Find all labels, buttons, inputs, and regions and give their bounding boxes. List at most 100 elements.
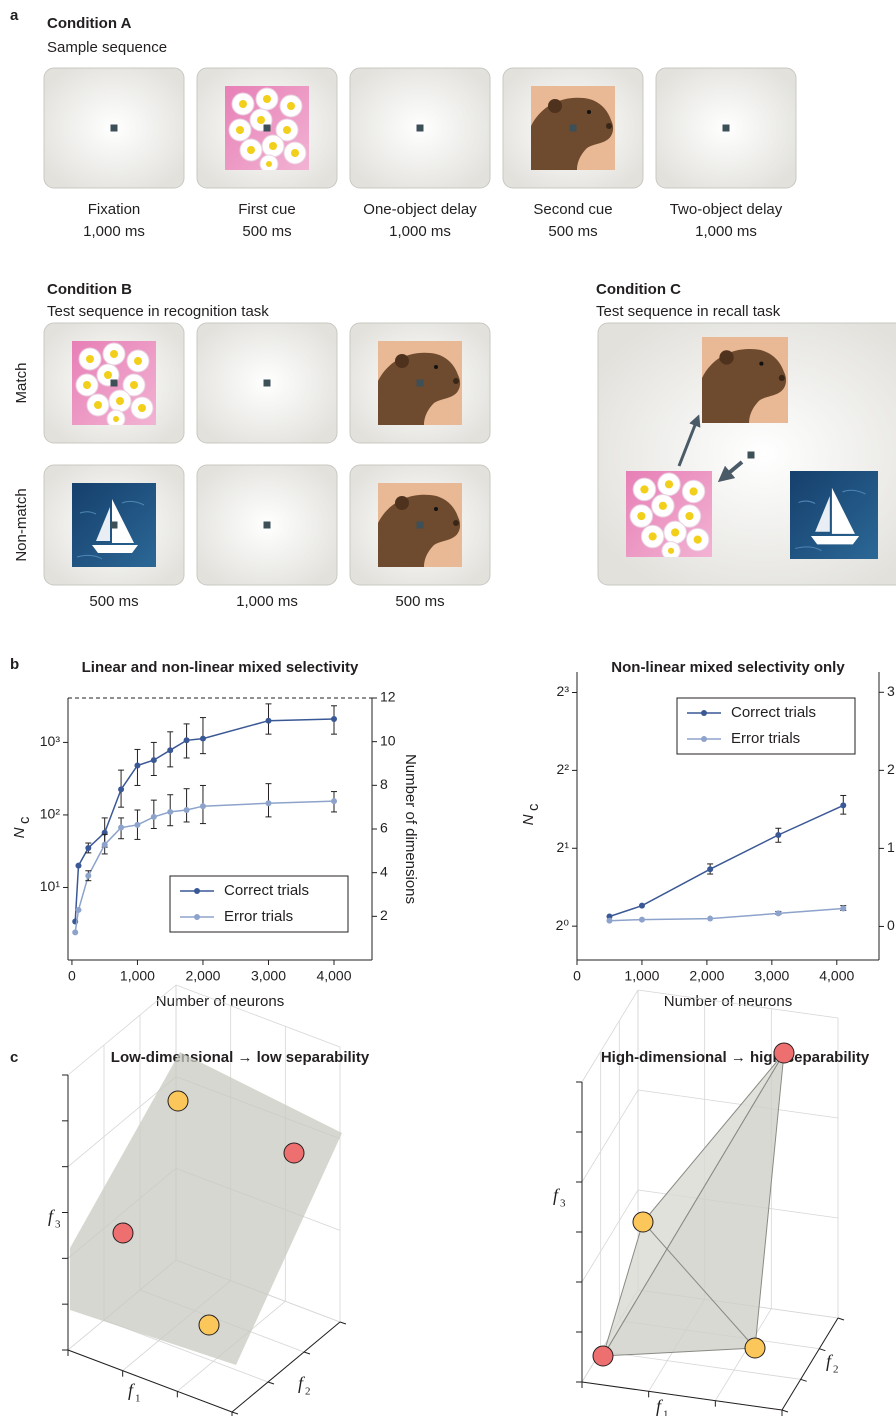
fixation-dot	[264, 380, 271, 387]
duration: 500 ms	[395, 593, 444, 610]
data-point	[168, 1091, 188, 1111]
axis-label-sub: 1	[135, 1393, 141, 1405]
data-point	[200, 803, 206, 809]
y-label-sub: c	[16, 816, 33, 824]
y-tick-label: 2⁰	[556, 917, 570, 933]
data-point	[75, 907, 81, 913]
x-tick-label: 4,000	[316, 968, 351, 984]
legend-marker	[701, 710, 707, 716]
row-label: Non-match	[13, 488, 30, 561]
legend-label: Correct trials	[224, 882, 309, 899]
axis-tick	[232, 1412, 238, 1414]
x-tick-label: 2,000	[689, 968, 724, 984]
legend-label: Error trials	[731, 730, 800, 747]
condition-title: Condition C	[596, 281, 681, 298]
screen-name: One-object delay	[363, 201, 477, 218]
image	[626, 471, 712, 560]
data-point	[840, 906, 846, 912]
data-point	[118, 825, 124, 831]
data-point	[265, 718, 271, 724]
fixation-dot	[723, 125, 730, 132]
data-point	[200, 736, 206, 742]
y2-tick-label: 3	[887, 683, 895, 699]
data-point	[72, 929, 78, 935]
data-point	[707, 916, 713, 922]
data-point	[265, 800, 271, 806]
data-point	[184, 807, 190, 813]
data-point	[199, 1315, 219, 1335]
y2-tick-label: 4	[380, 863, 388, 879]
data-point	[167, 809, 173, 815]
duration: 500 ms	[89, 593, 138, 610]
condition-subtitle: Sample sequence	[47, 39, 167, 56]
data-point	[151, 757, 157, 763]
data-point	[184, 737, 190, 743]
duration: 1,000 ms	[236, 593, 298, 610]
figure: a Condition A Sample sequence Fixation 1,000…	[0, 0, 896, 1416]
y-label-main: N	[11, 827, 28, 838]
data-point	[633, 1212, 653, 1232]
axis-label-sub: 3	[560, 1198, 566, 1210]
legend-label: Correct trials	[731, 704, 816, 721]
y-label-main: N	[520, 814, 537, 825]
data-point	[151, 814, 157, 820]
image	[702, 337, 788, 423]
y-tick-label: 10²	[40, 806, 61, 822]
series-line	[610, 805, 844, 916]
x-tick-label: 0	[573, 968, 581, 984]
axis-tick	[268, 1382, 274, 1384]
grid-line	[601, 1351, 801, 1379]
fixation-dot	[264, 125, 271, 132]
screen-name: Second cue	[533, 201, 612, 218]
axis-tick	[304, 1352, 310, 1354]
x-tick-label: 1,000	[624, 968, 659, 984]
condition-title: Condition B	[47, 281, 132, 298]
panel-label: c	[10, 1049, 18, 1066]
screen-duration: 1,000 ms	[83, 223, 145, 240]
axis-tick	[801, 1379, 807, 1381]
fixation-dot	[111, 522, 118, 529]
fixation-dot	[111, 380, 118, 387]
condition-subtitle: Test sequence in recognition task	[47, 303, 269, 320]
fixation-dot	[417, 522, 424, 529]
fixation-dot	[417, 125, 424, 132]
x-tick-label: 0	[68, 968, 76, 984]
axis-tick	[782, 1410, 788, 1412]
data-point	[85, 873, 91, 879]
data-point	[331, 716, 337, 722]
y-axis-label: Nc	[520, 803, 542, 825]
axis-tick	[819, 1349, 825, 1351]
data-point	[85, 845, 91, 851]
fixation-dot	[748, 452, 755, 459]
plot-title: Low-dimensional → low separability	[111, 1049, 370, 1066]
y-tick-label: 10³	[40, 733, 61, 749]
chart-title: Non-linear mixed selectivity only	[611, 659, 845, 676]
x-tick-label: 4,000	[819, 968, 854, 984]
y2-tick-label: 10	[380, 732, 396, 748]
data-point	[75, 863, 81, 869]
fixation-dot	[264, 522, 271, 529]
x-tick-label: 2,000	[185, 968, 220, 984]
data-point	[102, 842, 108, 848]
y2-tick-label: 12	[380, 689, 396, 705]
y-tick-label: 2³	[557, 683, 570, 699]
condition-title: Condition A	[47, 15, 132, 32]
x-tick-label: 3,000	[251, 968, 286, 984]
axis-tick	[340, 1322, 346, 1324]
screen-duration: 500 ms	[548, 223, 597, 240]
grid-line	[582, 990, 638, 1082]
plot-title: High-dimensional → high separability	[601, 1049, 870, 1066]
chart-title: Linear and non-linear mixed selectivity	[82, 659, 359, 676]
legend-marker	[194, 914, 200, 920]
screen-name: First cue	[238, 201, 296, 218]
panel-label: a	[10, 7, 19, 24]
image	[790, 471, 878, 559]
data-point	[593, 1346, 613, 1366]
y2-tick-label: 2	[380, 907, 388, 923]
y-tick-label: 10¹	[40, 878, 61, 894]
fixation-dot	[417, 380, 424, 387]
screen-name: Fixation	[88, 201, 141, 218]
axis	[582, 1382, 782, 1410]
axis-label-sub: 2	[833, 1364, 839, 1376]
data-point	[639, 917, 645, 923]
